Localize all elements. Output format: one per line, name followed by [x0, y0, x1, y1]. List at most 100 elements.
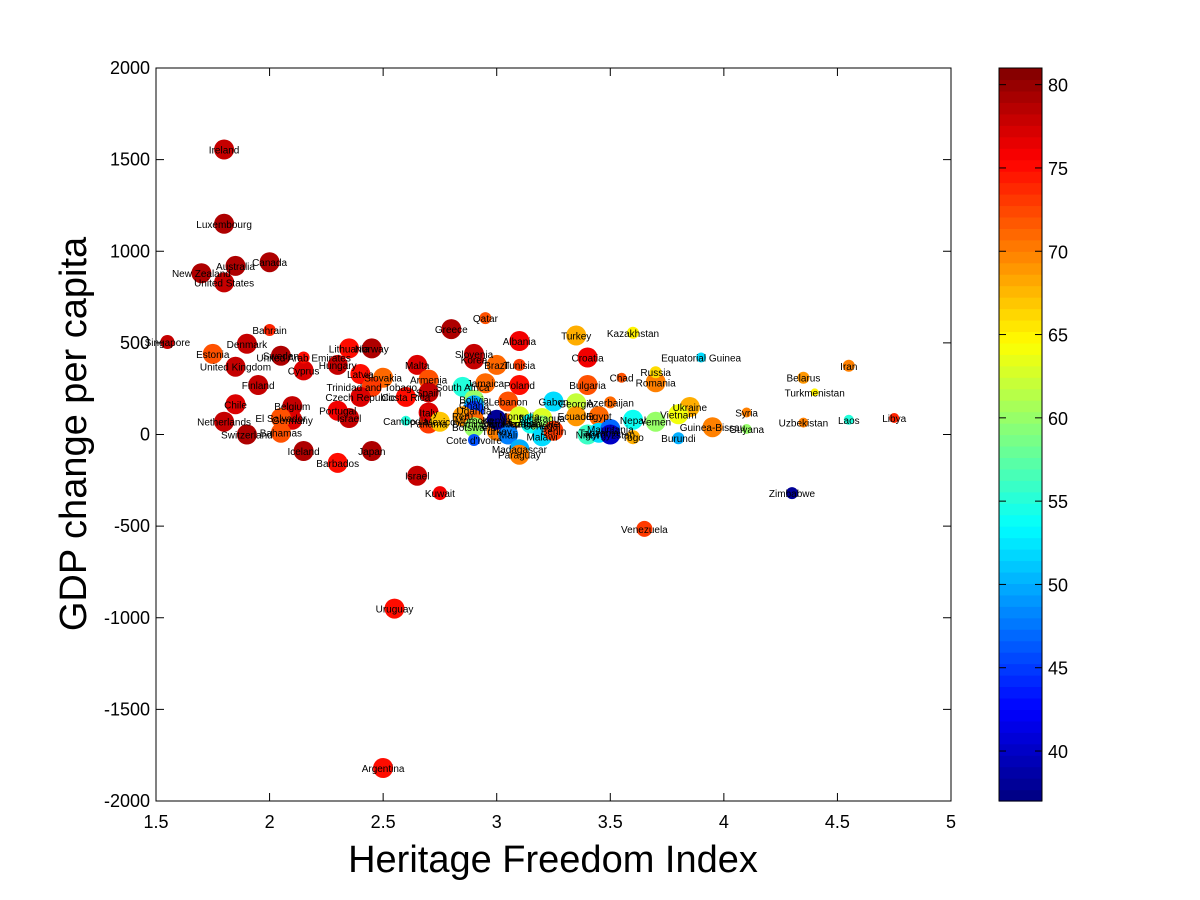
colorbar-band	[999, 789, 1042, 802]
data-point	[889, 413, 900, 423]
point-label: Brazil	[484, 361, 509, 372]
data-point	[464, 417, 484, 438]
data-point	[810, 388, 819, 397]
data-point	[339, 408, 360, 428]
colorbar-band	[999, 560, 1042, 573]
data-point	[350, 364, 371, 384]
point-label: Cyprus	[288, 366, 320, 377]
point-label: Syria	[735, 409, 758, 420]
point-label: Trinidad and Tobago	[326, 383, 417, 394]
point-label: Benin	[541, 427, 567, 438]
data-point	[672, 432, 685, 445]
point-label: Norway	[355, 344, 389, 355]
colorbar-band	[999, 377, 1042, 390]
data-point	[270, 408, 291, 428]
y-tick-label: 1500	[110, 150, 150, 170]
data-point	[236, 424, 257, 445]
colorbar-tick-label: 75	[1048, 159, 1068, 179]
colorbar-tick-label: 65	[1048, 326, 1068, 346]
colorbar-band	[999, 297, 1042, 310]
point-label: Togo	[622, 433, 644, 444]
point-label: Canada	[252, 258, 287, 269]
colorbar-band	[999, 537, 1042, 550]
point-label: Vietnam	[660, 410, 697, 421]
data-point	[468, 434, 480, 446]
point-label: Cambodia	[383, 417, 429, 428]
point-label: Mexico	[424, 418, 456, 429]
point-label: Malta	[405, 361, 430, 372]
point-label: Qatar	[473, 314, 499, 325]
point-label: Peru	[452, 412, 473, 423]
data-point	[270, 345, 291, 366]
point-label: Belarus	[786, 374, 820, 385]
point-label: Uzbekistan	[779, 419, 828, 430]
y-tick-label: 2000	[110, 58, 150, 78]
data-point	[645, 411, 666, 432]
data-point	[577, 347, 598, 368]
point-label: Barbados	[316, 459, 359, 470]
data-point	[636, 520, 653, 537]
point-label: Turkey	[561, 332, 591, 343]
data-point	[604, 396, 617, 409]
data-point	[248, 375, 269, 395]
point-label: Israel	[337, 414, 361, 425]
colorbar-band	[999, 285, 1042, 298]
point-label: Czech Republic	[325, 393, 395, 404]
point-label: Laos	[838, 416, 860, 427]
colorbar-band	[999, 79, 1042, 92]
data-point	[418, 382, 439, 403]
point-label: Costa Rica	[381, 393, 430, 404]
data-point	[842, 359, 855, 372]
point-label: Bahrain	[252, 326, 286, 337]
point-label: Lebanon	[489, 398, 528, 409]
point-label: Belgium	[274, 402, 310, 413]
point-label: Kyrgyzstan	[586, 431, 635, 442]
y-tick-label: 0	[140, 425, 150, 445]
point-label: Egypt	[586, 412, 612, 423]
point-label: United States	[194, 278, 254, 289]
data-point	[373, 758, 394, 778]
point-label: Luxembourg	[196, 220, 252, 231]
data-point	[263, 324, 276, 336]
y-tick-label: -1500	[104, 699, 150, 719]
point-label: Denmark	[227, 340, 269, 351]
data-point	[327, 452, 348, 473]
data-point	[626, 430, 640, 445]
data-point	[361, 338, 382, 359]
point-label: Morocco	[455, 416, 494, 427]
colorbar-band	[999, 675, 1042, 688]
data-point	[395, 386, 416, 407]
colorbar-band	[999, 617, 1042, 630]
point-label: Ireland	[209, 146, 240, 157]
point-label: Argentina	[362, 764, 405, 775]
point-label: Korea	[461, 355, 488, 366]
x-tick-label: 1.5	[143, 812, 168, 832]
point-label: Georgia	[558, 399, 594, 410]
colorbar-band	[999, 720, 1042, 733]
point-label: Japan	[358, 447, 385, 458]
data-point	[225, 394, 246, 415]
point-label: New Zealand	[172, 269, 231, 280]
point-label: Kazakhstan	[607, 329, 659, 340]
colorbar-tick-label: 80	[1048, 76, 1068, 96]
colorbar-band	[999, 148, 1042, 161]
colorbar-band	[999, 354, 1042, 367]
data-point	[293, 360, 314, 381]
data-point	[509, 444, 530, 465]
colorbar-band	[999, 594, 1042, 607]
colorbar-band	[999, 640, 1042, 653]
point-label: Mauritania	[587, 425, 634, 436]
point-label: Switzerland	[221, 431, 273, 442]
point-label: Turkey	[482, 427, 512, 438]
colorbar-band	[999, 274, 1042, 287]
x-axis-ticks: 1.5 2 2.5 3 3.5 4 4.5 5	[143, 68, 956, 832]
colorbar-band	[999, 193, 1042, 207]
colorbar-tick-label: 60	[1048, 409, 1068, 429]
data-point	[843, 414, 854, 425]
point-label: Italy	[419, 409, 437, 420]
colorbar-band	[999, 629, 1042, 642]
colorbar-band	[999, 411, 1042, 424]
point-label: Azerbaijan	[587, 398, 634, 409]
data-point	[543, 391, 564, 412]
